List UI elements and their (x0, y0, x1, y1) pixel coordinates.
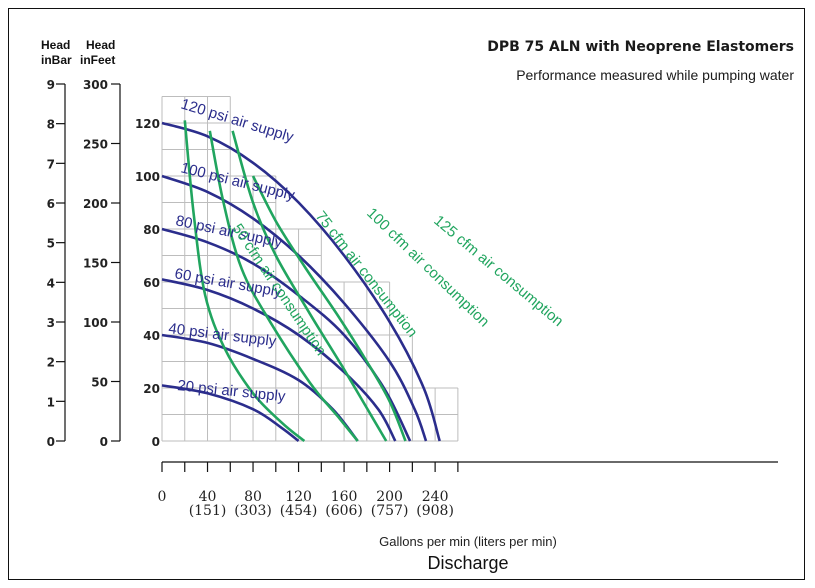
x-tick-sublabel: (151) (189, 503, 227, 519)
air-consumption-curves (183, 120, 407, 443)
cfm-curve-0 (183, 120, 306, 443)
x-axis-label-discharge: Discharge (427, 553, 508, 573)
bar-tick-label: 9 (47, 78, 55, 92)
air-supply-label: 80 psi air supply (174, 212, 284, 251)
air-supply-label: 100 psi air supply (179, 159, 297, 204)
cfm-curve-3 (251, 175, 407, 442)
bar-tick-label: 2 (47, 356, 55, 370)
bar-tick-label: 1 (47, 395, 55, 409)
bar-tick-label: 4 (47, 276, 55, 290)
feet-axis-header-line1: Head (86, 38, 115, 52)
x-tick-label: 160 (331, 489, 358, 505)
chart-title: DPB 75 ALN with Neoprene Elastomers (487, 39, 794, 55)
psi-tick-label: 60 (143, 276, 160, 290)
cfm-curve-2 (231, 130, 388, 442)
x-tick-label: 240 (422, 489, 449, 505)
cfm-label: 125 cfm air consumption (430, 212, 566, 330)
psi-tick-label: 0 (152, 435, 160, 449)
air-supply-curve-5 (161, 384, 300, 443)
cfm-curve-1 (208, 130, 359, 442)
psi-tick-label: 80 (143, 223, 160, 237)
air-supply-curve-0 (161, 121, 441, 442)
feet-tick-label: 300 (83, 78, 108, 92)
x-tick-label: 120 (285, 489, 312, 505)
x-tick-sublabel: (606) (325, 503, 363, 519)
bar-axis-header-line1: Head (41, 38, 70, 52)
x-tick-label: 80 (244, 489, 262, 505)
x-tick-label: 40 (199, 489, 217, 505)
x-tick-label: 200 (376, 489, 403, 505)
feet-tick-label: 150 (83, 257, 108, 271)
chart-frame (8, 8, 805, 580)
x-tick-sublabel: (908) (416, 503, 454, 519)
bar-tick-label: 0 (47, 435, 55, 449)
feet-tick-label: 100 (83, 316, 108, 330)
psi-tick-label: 120 (135, 117, 160, 131)
feet-tick-label: 200 (83, 197, 108, 211)
bar-axis-header-line2: inBar (41, 53, 72, 67)
psi-tick-label: 40 (143, 329, 160, 343)
x-tick-sublabel: (454) (280, 503, 318, 519)
chart-subtitle: Performance measured while pumping water (516, 67, 794, 83)
psi-tick-label: 100 (135, 170, 160, 184)
feet-axis-header-line2: inFeet (80, 53, 115, 67)
air-supply-curve-1 (161, 174, 428, 442)
feet-tick-label: 0 (100, 435, 108, 449)
bar-tick-label: 8 (47, 118, 55, 132)
bar-tick-label: 5 (47, 237, 55, 251)
air-supply-label: 120 psi air supply (179, 96, 296, 147)
psi-tick-label: 20 (143, 382, 160, 396)
air-supply-curve-3 (161, 278, 397, 442)
feet-tick-label: 50 (91, 376, 108, 390)
x-tick-label: 0 (158, 489, 167, 505)
bar-tick-label: 7 (47, 157, 55, 171)
bar-tick-label: 6 (47, 197, 55, 211)
x-axis-label: Gallons per min (liters per min) (379, 534, 557, 549)
feet-tick-label: 250 (83, 138, 108, 152)
x-tick-sublabel: (303) (234, 503, 272, 519)
x-tick-sublabel: (757) (371, 503, 409, 519)
bar-tick-label: 3 (47, 316, 55, 330)
axes: 0 20 40 60 80 100 120 0 1 2 3 4 5 6 7 8 9 0 50 100 150 200 250… (47, 78, 778, 519)
